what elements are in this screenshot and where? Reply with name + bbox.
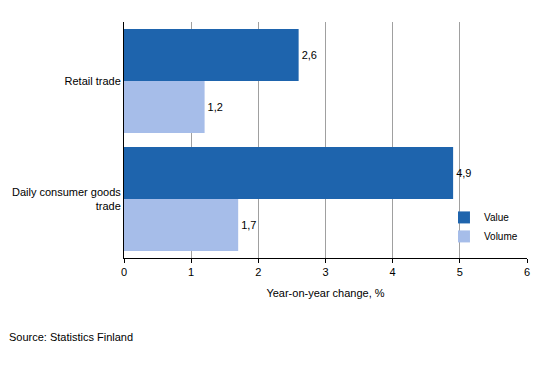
svg-text:Year-on-year change, %: Year-on-year change, % <box>266 287 384 299</box>
svg-text:Daily consumer goodstrade: Daily consumer goodstrade <box>12 186 121 212</box>
svg-text:4: 4 <box>390 266 396 278</box>
svg-text:1,2: 1,2 <box>208 101 223 113</box>
svg-text:Source: Statistics Finland: Source: Statistics Finland <box>9 331 133 343</box>
svg-text:4,9: 4,9 <box>456 167 471 179</box>
svg-text:3: 3 <box>322 266 328 278</box>
svg-text:2,6: 2,6 <box>302 49 317 61</box>
svg-text:5: 5 <box>457 266 463 278</box>
svg-text:2: 2 <box>255 266 261 278</box>
svg-text:Retail trade: Retail trade <box>65 75 121 87</box>
svg-text:1: 1 <box>188 266 194 278</box>
svg-text:0: 0 <box>121 266 127 278</box>
svg-text:1,7: 1,7 <box>241 219 256 231</box>
svg-text:Volume: Volume <box>484 231 518 242</box>
svg-text:Value: Value <box>484 212 509 223</box>
svg-text:6: 6 <box>524 266 530 278</box>
